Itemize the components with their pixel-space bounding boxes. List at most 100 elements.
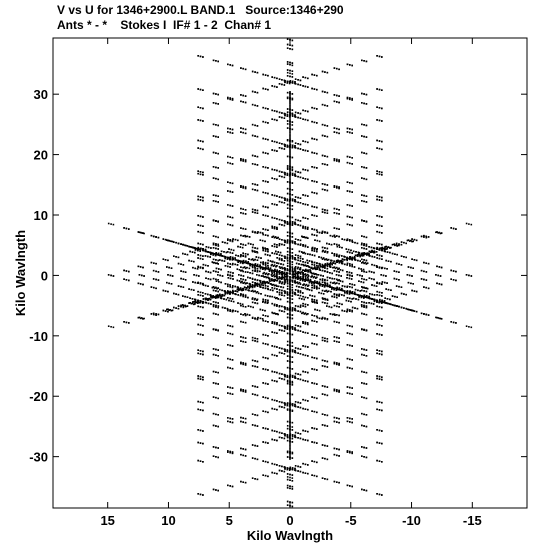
uv-point xyxy=(291,156,294,159)
uv-point xyxy=(268,279,271,281)
uv-point xyxy=(286,439,289,442)
uv-point xyxy=(302,177,304,179)
uv-point xyxy=(202,302,204,304)
uv-point xyxy=(307,246,309,248)
uv-point xyxy=(202,318,204,320)
uv-point xyxy=(262,396,264,398)
uv-point xyxy=(215,286,217,289)
uv-point xyxy=(440,232,443,234)
uv-point xyxy=(333,127,336,129)
uv-point xyxy=(333,67,336,69)
uv-point xyxy=(270,274,273,276)
uv-point xyxy=(281,347,283,350)
uv-point xyxy=(326,164,329,166)
uv-point xyxy=(281,329,283,332)
uv-point xyxy=(291,189,294,191)
uv-point xyxy=(286,285,289,288)
uv-point xyxy=(283,353,286,355)
uv-point xyxy=(376,198,378,201)
uv-point xyxy=(286,326,289,329)
uv-point xyxy=(356,254,359,256)
uv-point xyxy=(333,207,336,210)
uv-point xyxy=(348,271,351,274)
uv-point xyxy=(240,313,242,315)
uv-point xyxy=(193,300,195,303)
uv-point xyxy=(291,474,294,476)
uv-point xyxy=(223,294,226,297)
uv-point xyxy=(321,123,324,126)
uv-point xyxy=(324,124,326,127)
uv-point xyxy=(291,39,294,42)
uv-point xyxy=(291,76,294,78)
uv-point xyxy=(294,116,297,118)
uv-point xyxy=(452,227,455,230)
uv-point xyxy=(371,255,373,258)
uv-point xyxy=(276,430,278,433)
uv-point xyxy=(262,382,264,384)
uv-point xyxy=(366,252,368,255)
uv-point xyxy=(202,401,204,404)
uv-point xyxy=(291,115,294,117)
uv-point xyxy=(326,232,329,234)
uv-point xyxy=(346,97,349,100)
uv-point xyxy=(226,291,229,293)
uv-point xyxy=(254,297,256,300)
uv-point xyxy=(376,147,378,149)
uv-point xyxy=(215,301,217,304)
uv-point xyxy=(351,252,353,254)
uv-point xyxy=(197,375,199,377)
uv-point xyxy=(197,333,199,335)
uv-point xyxy=(197,459,199,462)
uv-point xyxy=(271,322,273,324)
uv-point xyxy=(349,256,351,258)
uv-point xyxy=(310,276,312,278)
uv-point xyxy=(333,185,336,187)
uv-point xyxy=(264,357,267,359)
uv-point xyxy=(346,161,349,164)
uv-point xyxy=(291,345,294,347)
uv-point xyxy=(307,273,309,276)
uv-point xyxy=(349,265,351,267)
uv-point xyxy=(249,272,251,274)
uv-point xyxy=(244,279,247,281)
uv-point xyxy=(199,350,202,352)
uv-point xyxy=(297,275,300,278)
uv-point xyxy=(311,249,313,252)
uv-point xyxy=(251,316,254,319)
uv-point xyxy=(262,268,264,270)
uv-point xyxy=(286,450,289,453)
uv-point xyxy=(286,504,289,506)
uv-point xyxy=(338,160,340,163)
uv-point xyxy=(286,139,289,141)
uv-point xyxy=(283,406,286,409)
uv-point xyxy=(376,195,378,198)
uv-point xyxy=(271,302,273,305)
uv-point xyxy=(321,183,324,185)
uv-point xyxy=(264,382,267,385)
uv-point xyxy=(291,146,294,148)
uv-point xyxy=(378,173,381,176)
uv-point xyxy=(212,446,215,448)
uv-point xyxy=(365,236,368,239)
uv-point xyxy=(349,240,351,242)
uv-point xyxy=(349,286,351,288)
uv-point xyxy=(324,104,326,107)
uv-point xyxy=(229,450,231,453)
uv-point xyxy=(351,205,353,207)
uv-point xyxy=(286,313,289,315)
uv-point xyxy=(237,288,239,290)
uv-point xyxy=(263,280,265,283)
uv-point xyxy=(294,223,297,226)
uv-point xyxy=(381,196,383,199)
uv-point xyxy=(291,221,294,223)
uv-point xyxy=(264,268,266,271)
y-tick-label: 20 xyxy=(34,148,48,163)
uv-point xyxy=(378,224,381,227)
uv-point xyxy=(291,501,294,504)
uv-point xyxy=(202,378,204,381)
uv-point xyxy=(286,451,289,454)
uv-point xyxy=(324,71,326,73)
y-tick-label: -20 xyxy=(29,389,48,404)
uv-point xyxy=(289,75,291,78)
uv-point xyxy=(229,392,231,395)
